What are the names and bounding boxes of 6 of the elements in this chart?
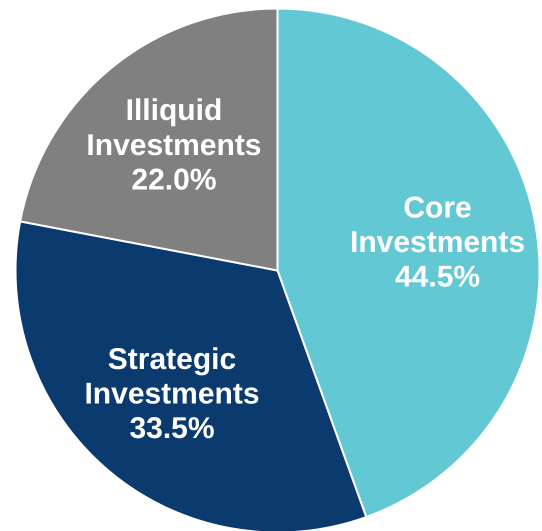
data-label: 44.5% (394, 260, 480, 294)
data-label: 22.0% (131, 163, 217, 196)
slice-label: Illiquid Investments (86, 94, 262, 162)
slice-label: Strategic Investments (84, 342, 260, 411)
data-label: 33.5% (129, 412, 215, 446)
slice-label: Core Investments (350, 191, 526, 260)
